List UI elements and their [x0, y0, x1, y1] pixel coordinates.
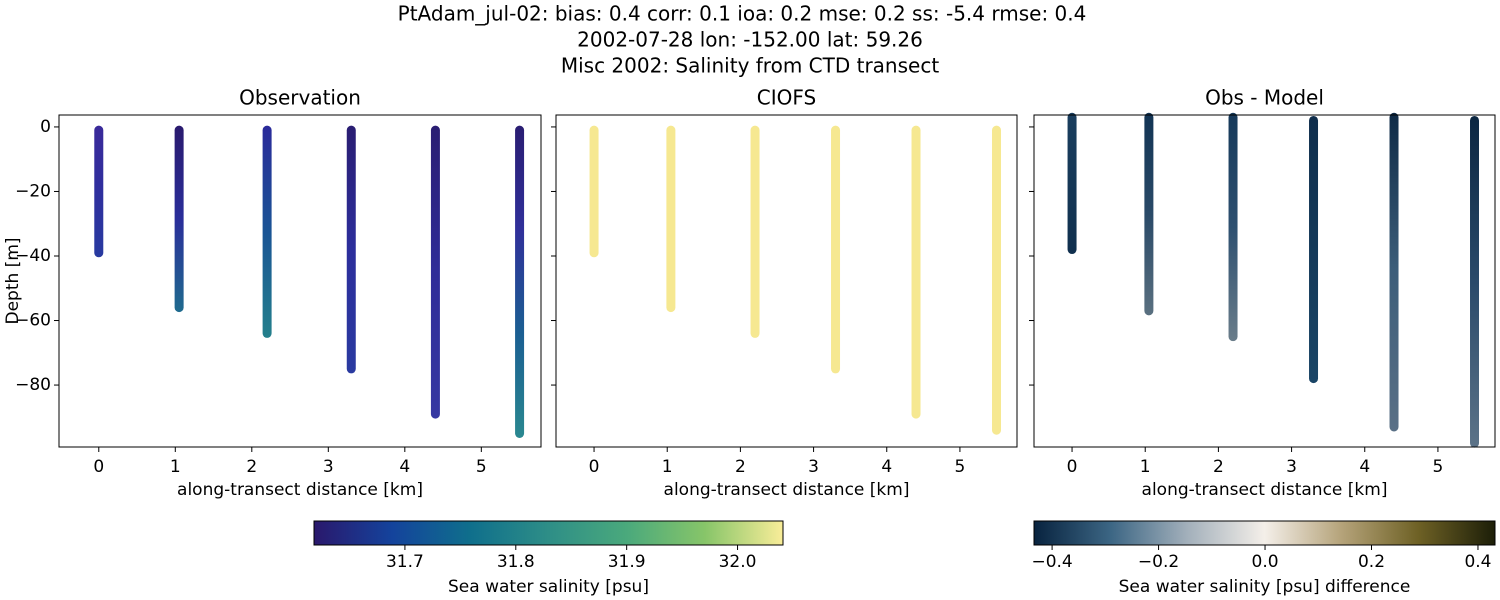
- colorbar-tick-label: −0.2: [1138, 552, 1179, 572]
- cast-profile: [346, 125, 356, 374]
- figure-title: PtAdam_jul-02: bias: 0.4 corr: 0.1 ioa: …: [398, 2, 1087, 26]
- figure-subtitle: 2002-07-28 lon: -152.00 lat: 59.26: [577, 28, 923, 52]
- cast-profile: [1228, 112, 1238, 342]
- cast-profile: [831, 125, 841, 374]
- x-tick-label: 2: [1213, 457, 1224, 477]
- y-axis-label: Depth [m]: [3, 237, 23, 324]
- colorbar-label: Sea water salinity [psu] difference: [1119, 577, 1411, 597]
- colorbar: [313, 520, 784, 546]
- x-tick-label: 4: [881, 457, 892, 477]
- cast-profile: [515, 125, 525, 438]
- colorbar-tick-label: 31.9: [608, 552, 646, 572]
- cast-profile: [1144, 112, 1154, 316]
- axes-frame: [1033, 114, 1496, 448]
- colorbar-label: Sea water salinity [psu]: [448, 577, 649, 597]
- y-tick-label: −80: [15, 375, 51, 395]
- y-tick-label: −60: [15, 311, 51, 331]
- x-tick-label: 0: [589, 457, 600, 477]
- cast-profile: [1067, 112, 1077, 255]
- x-tick-label: 1: [1140, 457, 1151, 477]
- x-tick-label: 5: [955, 457, 966, 477]
- x-tick-label: 5: [1433, 457, 1444, 477]
- cast-profile: [1470, 115, 1480, 448]
- x-tick-label: 3: [323, 457, 334, 477]
- x-tick-label: 3: [808, 457, 819, 477]
- x-tick-label: 4: [1359, 457, 1370, 477]
- x-tick-label: 1: [662, 457, 673, 477]
- x-tick-label: 1: [170, 457, 181, 477]
- cast-profile: [992, 125, 1002, 435]
- colorbar: [1033, 520, 1496, 546]
- figure-subtitle: Misc 2002: Salinity from CTD transect: [561, 54, 939, 78]
- colorbar-tick-label: 31.8: [497, 552, 535, 572]
- axes-frame: [555, 114, 1018, 448]
- panel-title: Obs - Model: [1205, 86, 1324, 110]
- cast-profile: [430, 125, 440, 419]
- cast-profile: [1309, 115, 1319, 384]
- x-tick-label: 0: [93, 457, 104, 477]
- colorbar-tick-label: −0.4: [1031, 552, 1072, 572]
- y-tick-label: −40: [15, 246, 51, 266]
- cast-profile: [262, 125, 272, 338]
- x-axis-label: along-transect distance [km]: [177, 480, 423, 500]
- cast-profile: [750, 125, 760, 338]
- x-tick-label: 4: [399, 457, 410, 477]
- colorbar-tick-label: 0.0: [1252, 552, 1279, 572]
- x-tick-label: 2: [246, 457, 257, 477]
- y-tick-label: 0: [40, 117, 51, 137]
- cast-profile: [911, 125, 921, 419]
- axes-frame: [58, 114, 542, 448]
- panel-title: CIOFS: [757, 86, 816, 110]
- x-tick-label: 0: [1067, 457, 1078, 477]
- x-tick-label: 3: [1286, 457, 1297, 477]
- colorbar-tick-label: 32.0: [719, 552, 757, 572]
- cast-profile: [666, 125, 676, 313]
- cast-profile: [589, 125, 599, 258]
- panel-title: Observation: [239, 86, 361, 110]
- colorbar-tick-label: 31.7: [386, 552, 424, 572]
- colorbar-tick-label: 0.4: [1464, 552, 1491, 572]
- cast-profile: [1389, 112, 1399, 432]
- cast-profile: [94, 125, 104, 258]
- x-axis-label: along-transect distance [km]: [1142, 480, 1388, 500]
- x-tick-label: 5: [476, 457, 487, 477]
- x-tick-label: 2: [735, 457, 746, 477]
- colorbar-tick-label: 0.2: [1358, 552, 1385, 572]
- y-tick-label: −20: [15, 181, 51, 201]
- cast-profile: [174, 125, 184, 313]
- x-axis-label: along-transect distance [km]: [664, 480, 910, 500]
